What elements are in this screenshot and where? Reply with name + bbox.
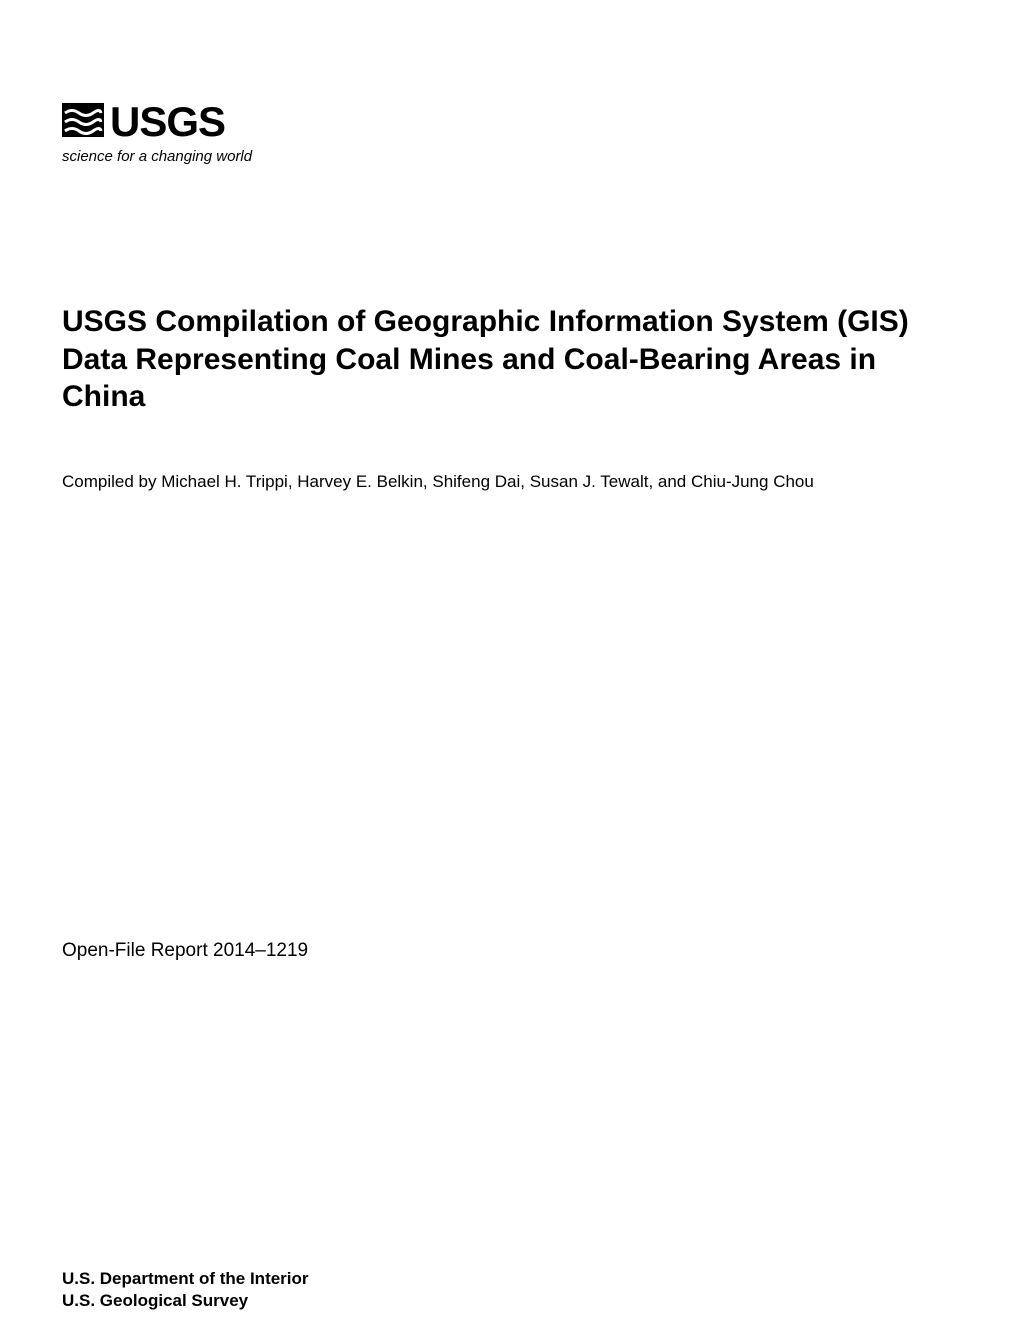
wave-icon: [62, 103, 104, 142]
logo-mark: USGS: [62, 98, 958, 146]
footer-department: U.S. Department of the Interior U.S. Geo…: [62, 1268, 958, 1314]
report-number: Open-File Report 2014–1219: [62, 940, 958, 962]
footer-line-2: U.S. Geological Survey: [62, 1290, 958, 1313]
authors-prefix: Compiled by: [62, 472, 161, 491]
logo-abbreviation: USGS: [110, 98, 225, 146]
authors-names: Michael H. Trippi, Harvey E. Belkin, Shi…: [161, 472, 814, 491]
page-title: USGS Compilation of Geographic Informati…: [62, 303, 958, 416]
logo-tagline: science for a changing world: [62, 148, 958, 165]
authors-line: Compiled by Michael H. Trippi, Harvey E.…: [62, 472, 958, 492]
footer-line-1: U.S. Department of the Interior: [62, 1268, 958, 1291]
logo-container: USGS science for a changing world: [62, 98, 958, 165]
